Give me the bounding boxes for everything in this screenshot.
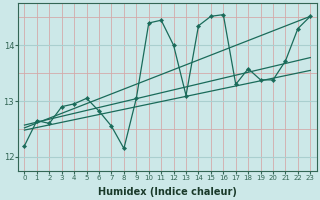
X-axis label: Humidex (Indice chaleur): Humidex (Indice chaleur) (98, 187, 237, 197)
